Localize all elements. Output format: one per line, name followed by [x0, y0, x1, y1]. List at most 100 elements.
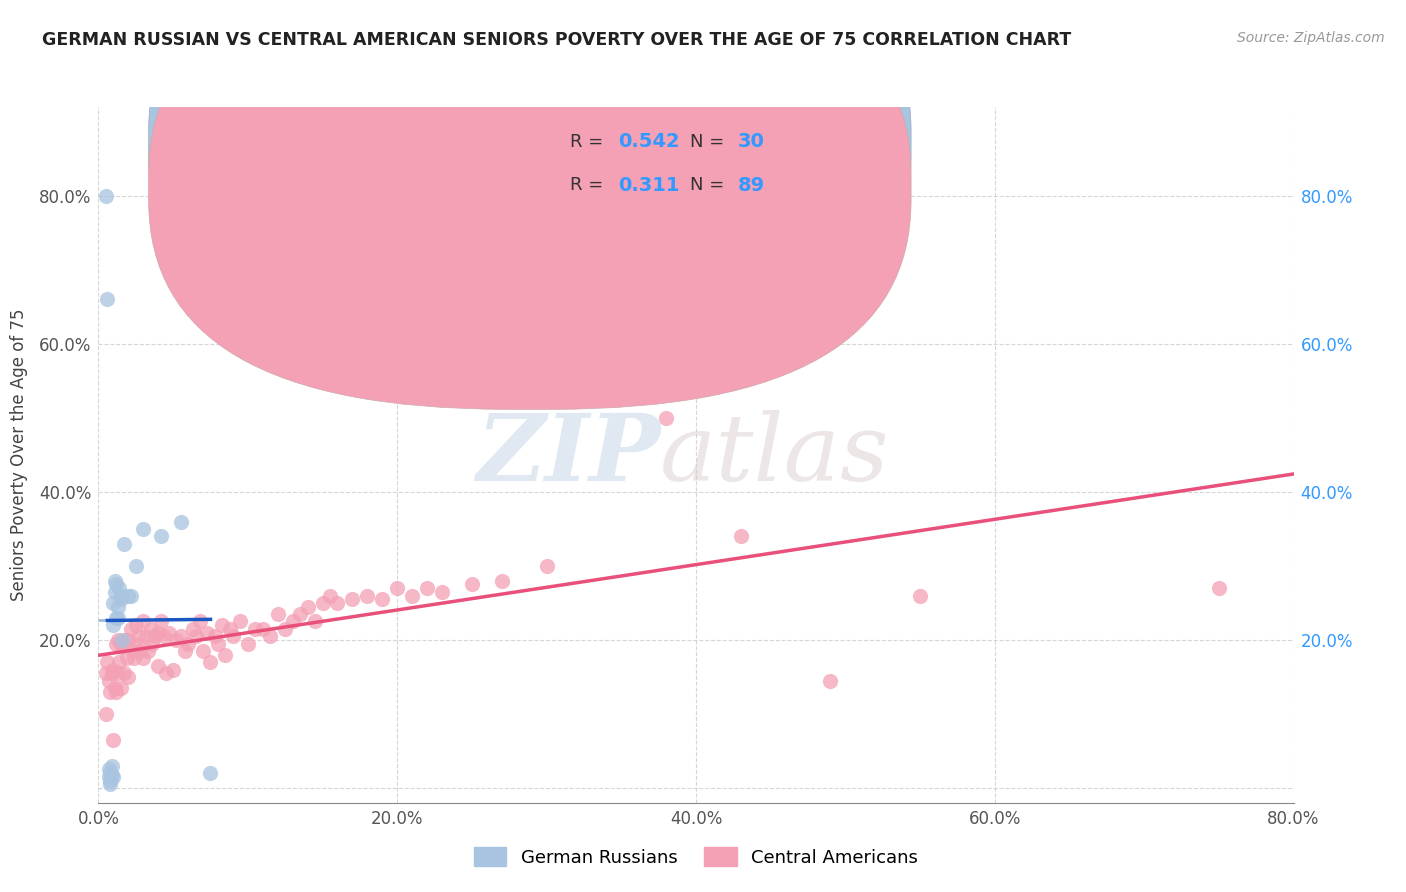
Point	[105, 685, 128, 699]
Point	[108, 581, 131, 595]
Point	[491, 574, 513, 588]
Point	[110, 589, 132, 603]
Point	[129, 644, 152, 658]
Point	[200, 655, 222, 669]
Text: 0.311: 0.311	[619, 176, 679, 194]
Point	[104, 574, 127, 588]
Text: N =: N =	[690, 133, 730, 151]
Point	[94, 189, 117, 203]
Text: GERMAN RUSSIAN VS CENTRAL AMERICAN SENIORS POVERTY OVER THE AGE OF 75 CORRELATIO: GERMAN RUSSIAN VS CENTRAL AMERICAN SENIO…	[42, 31, 1071, 49]
Point	[100, 766, 122, 780]
Point	[143, 629, 166, 643]
Point	[120, 589, 142, 603]
Point	[207, 637, 229, 651]
Point	[141, 637, 163, 651]
Point	[132, 522, 155, 536]
Point	[184, 629, 207, 643]
Text: R =: R =	[571, 177, 609, 194]
Point	[104, 585, 127, 599]
Point	[97, 770, 120, 784]
Point	[107, 611, 129, 625]
Point	[124, 651, 146, 665]
Point	[245, 622, 267, 636]
Point	[101, 767, 124, 781]
Point	[110, 592, 132, 607]
Point	[1208, 581, 1230, 595]
Point	[112, 666, 135, 681]
Point	[135, 629, 157, 643]
Point	[236, 637, 259, 651]
Point	[110, 637, 132, 651]
Point	[304, 615, 326, 629]
Point	[297, 599, 319, 614]
Point	[162, 663, 184, 677]
FancyBboxPatch shape	[149, 0, 911, 409]
Point	[148, 625, 170, 640]
Point	[326, 596, 349, 610]
Point	[908, 589, 931, 603]
Point	[117, 589, 139, 603]
Point	[100, 685, 122, 699]
Point	[103, 596, 125, 610]
Point	[595, 381, 617, 395]
Text: 0.542: 0.542	[619, 132, 681, 152]
Point	[416, 581, 439, 595]
Point	[103, 618, 125, 632]
Text: 89: 89	[738, 176, 765, 194]
Point	[108, 655, 131, 669]
Text: R =: R =	[571, 133, 609, 151]
Text: atlas: atlas	[661, 410, 890, 500]
Point	[112, 537, 135, 551]
Point	[181, 622, 204, 636]
Point	[655, 411, 678, 425]
Text: N =: N =	[690, 177, 730, 194]
Point	[111, 640, 134, 655]
Point	[117, 670, 139, 684]
Point	[461, 577, 484, 591]
Point	[385, 581, 409, 595]
Point	[356, 589, 378, 603]
Point	[121, 644, 143, 658]
Point	[96, 293, 118, 307]
Point	[115, 651, 138, 665]
Point	[107, 632, 129, 647]
Point	[342, 592, 364, 607]
Point	[153, 629, 176, 643]
Point	[169, 629, 191, 643]
Point	[101, 666, 124, 681]
FancyBboxPatch shape	[149, 0, 911, 366]
Point	[200, 766, 222, 780]
Point	[104, 681, 127, 695]
Point	[105, 577, 128, 591]
Legend: German Russians, Central Americans: German Russians, Central Americans	[467, 840, 925, 874]
Point	[259, 629, 281, 643]
Point	[150, 529, 173, 543]
Point	[107, 599, 129, 614]
Text: ZIP: ZIP	[475, 410, 661, 500]
Point	[311, 596, 333, 610]
Point	[401, 589, 423, 603]
Point	[222, 629, 245, 643]
Point	[125, 558, 148, 573]
Point	[136, 644, 159, 658]
Point	[274, 622, 297, 636]
Point	[430, 585, 453, 599]
Text: 30: 30	[738, 132, 765, 152]
Point	[97, 763, 120, 777]
Point	[229, 615, 252, 629]
Point	[252, 622, 274, 636]
Point	[110, 681, 132, 695]
FancyBboxPatch shape	[494, 118, 852, 204]
Point	[107, 666, 129, 681]
Point	[157, 625, 180, 640]
Point	[97, 673, 120, 688]
Point	[219, 622, 242, 636]
Point	[150, 615, 173, 629]
Point	[730, 529, 752, 543]
Point	[111, 632, 134, 647]
Point	[128, 629, 150, 643]
Point	[100, 777, 122, 791]
Point	[105, 637, 128, 651]
Point	[105, 611, 128, 625]
Point	[820, 673, 842, 688]
